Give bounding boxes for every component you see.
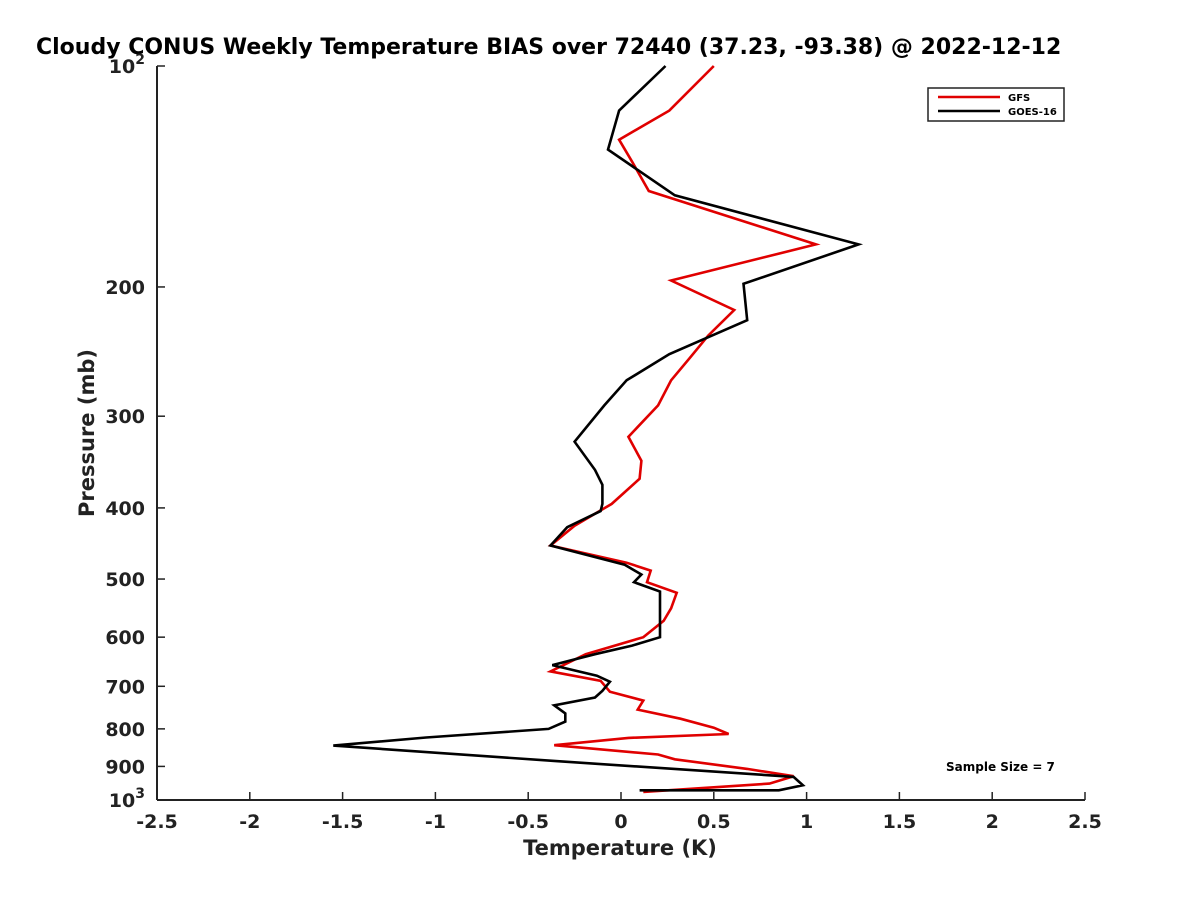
y-tick-label: 400	[105, 498, 145, 520]
legend-label: GOES-16	[1008, 107, 1057, 118]
x-tick-label: 0	[614, 811, 627, 833]
x-tick-label: 1.5	[883, 811, 917, 833]
y-axis-label: Pressure (mb)	[75, 349, 99, 517]
x-tick-label: 1	[800, 811, 813, 833]
y-tick-label: 900	[105, 756, 145, 778]
x-tick-label: -0.5	[507, 811, 549, 833]
legend: GFS GOES-16	[927, 87, 1065, 122]
x-tick-label: -1	[425, 811, 446, 833]
legend-box	[927, 87, 1065, 122]
chart-title: Cloudy CONUS Weekly Temperature BIAS ove…	[36, 35, 1061, 60]
x-tick-label: 0.5	[697, 811, 731, 833]
y-tick-label: 500	[105, 569, 145, 591]
series-line-gfs	[546, 65, 821, 794]
y-tick-label: 700	[105, 676, 145, 698]
y-tick-label: 200	[105, 277, 145, 299]
y-tick-label: 800	[105, 719, 145, 741]
y-tick-label: 300	[105, 406, 145, 428]
series-line-goes-16	[333, 65, 864, 792]
x-tick-label: 2	[986, 811, 999, 833]
x-tick-label: -2.5	[136, 811, 178, 833]
y-tick-label: 102	[109, 52, 145, 78]
sample-size-annotation: Sample Size = 7	[946, 760, 1055, 774]
x-tick-label: -1.5	[322, 811, 364, 833]
legend-label: GFS	[1008, 93, 1030, 104]
x-axis-label: Temperature (K)	[523, 836, 717, 860]
y-tick-label: 103	[109, 786, 145, 812]
x-tick-label: 2.5	[1068, 811, 1102, 833]
x-tick-label: -2	[239, 811, 260, 833]
plot-axes: -2.5 -2 -1.5 -1 -0.5 0 0.5 1 1.5 2 2.5 102 200 300 400…	[105, 52, 1102, 833]
series-lines	[333, 65, 864, 794]
y-tick-label: 600	[105, 627, 145, 649]
